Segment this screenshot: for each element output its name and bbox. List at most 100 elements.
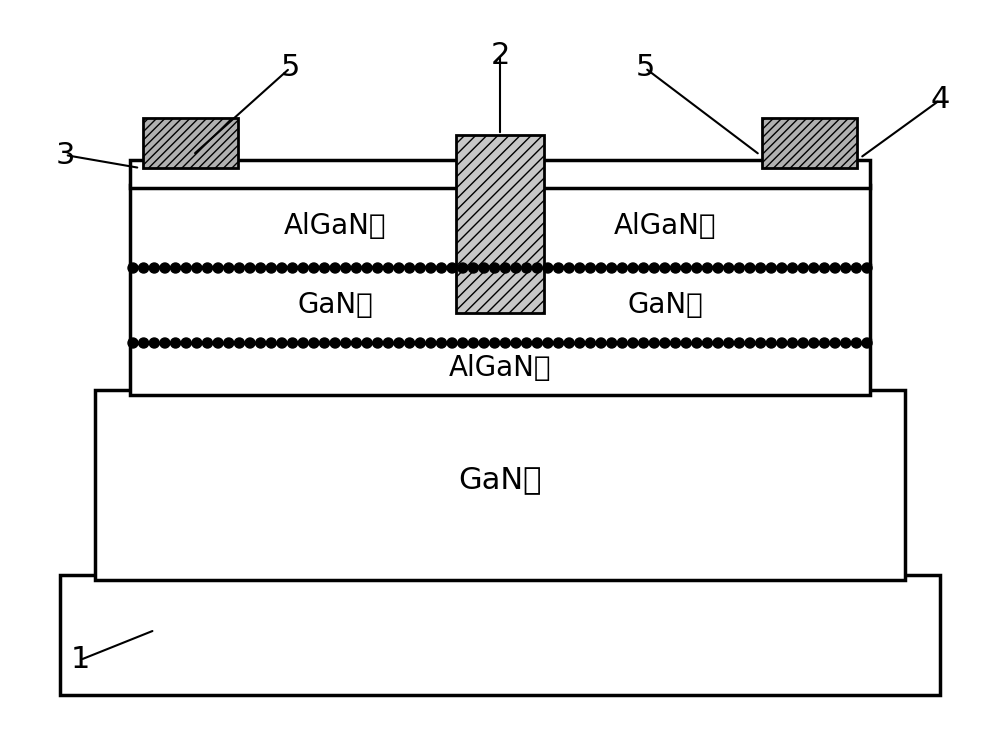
Circle shape bbox=[447, 263, 457, 273]
Text: 4: 4 bbox=[930, 85, 950, 114]
Circle shape bbox=[660, 263, 670, 273]
Circle shape bbox=[628, 338, 638, 348]
Circle shape bbox=[426, 338, 436, 348]
Circle shape bbox=[362, 263, 372, 273]
Circle shape bbox=[564, 263, 574, 273]
Circle shape bbox=[224, 263, 234, 273]
Circle shape bbox=[522, 338, 532, 348]
Circle shape bbox=[405, 338, 415, 348]
Circle shape bbox=[830, 338, 840, 348]
Circle shape bbox=[362, 338, 372, 348]
Circle shape bbox=[383, 263, 393, 273]
Circle shape bbox=[181, 263, 191, 273]
Circle shape bbox=[139, 338, 149, 348]
Circle shape bbox=[458, 263, 468, 273]
Circle shape bbox=[171, 263, 181, 273]
Circle shape bbox=[819, 263, 829, 273]
Bar bbox=[143, 118, 238, 168]
Circle shape bbox=[543, 263, 553, 273]
Circle shape bbox=[234, 338, 244, 348]
Circle shape bbox=[671, 338, 681, 348]
Circle shape bbox=[809, 338, 819, 348]
Circle shape bbox=[862, 263, 872, 273]
Circle shape bbox=[575, 263, 585, 273]
Circle shape bbox=[798, 263, 808, 273]
Circle shape bbox=[596, 263, 606, 273]
Circle shape bbox=[202, 338, 212, 348]
Circle shape bbox=[490, 263, 500, 273]
Circle shape bbox=[724, 263, 734, 273]
Circle shape bbox=[436, 263, 446, 273]
Circle shape bbox=[788, 263, 798, 273]
Circle shape bbox=[671, 263, 681, 273]
Circle shape bbox=[224, 338, 234, 348]
Circle shape bbox=[532, 338, 542, 348]
Circle shape bbox=[458, 338, 468, 348]
Circle shape bbox=[341, 338, 351, 348]
Circle shape bbox=[500, 338, 510, 348]
Circle shape bbox=[351, 338, 361, 348]
Circle shape bbox=[564, 338, 574, 348]
Circle shape bbox=[394, 263, 404, 273]
Circle shape bbox=[373, 263, 383, 273]
Bar bbox=[130, 160, 870, 188]
Circle shape bbox=[213, 263, 223, 273]
Circle shape bbox=[522, 263, 532, 273]
Circle shape bbox=[585, 338, 595, 348]
Circle shape bbox=[777, 263, 787, 273]
Circle shape bbox=[734, 338, 744, 348]
Text: AlGaN层: AlGaN层 bbox=[614, 212, 716, 240]
Circle shape bbox=[415, 338, 425, 348]
Bar bbox=[60, 575, 940, 695]
Circle shape bbox=[554, 338, 564, 348]
Circle shape bbox=[532, 263, 542, 273]
Circle shape bbox=[745, 338, 755, 348]
Circle shape bbox=[617, 263, 627, 273]
Circle shape bbox=[511, 338, 521, 348]
Circle shape bbox=[649, 338, 659, 348]
Circle shape bbox=[617, 338, 627, 348]
Circle shape bbox=[245, 338, 255, 348]
Circle shape bbox=[319, 263, 329, 273]
Circle shape bbox=[415, 263, 425, 273]
Circle shape bbox=[266, 338, 276, 348]
Circle shape bbox=[139, 263, 149, 273]
Circle shape bbox=[149, 263, 159, 273]
Circle shape bbox=[234, 263, 244, 273]
Circle shape bbox=[681, 263, 691, 273]
Circle shape bbox=[713, 263, 723, 273]
Circle shape bbox=[479, 338, 489, 348]
Circle shape bbox=[468, 263, 478, 273]
Circle shape bbox=[543, 338, 553, 348]
Circle shape bbox=[862, 338, 872, 348]
Circle shape bbox=[490, 338, 500, 348]
Circle shape bbox=[841, 338, 851, 348]
Circle shape bbox=[734, 263, 744, 273]
Circle shape bbox=[351, 263, 361, 273]
Circle shape bbox=[447, 338, 457, 348]
Circle shape bbox=[777, 338, 787, 348]
Circle shape bbox=[554, 263, 564, 273]
Circle shape bbox=[702, 338, 712, 348]
Circle shape bbox=[288, 338, 298, 348]
Circle shape bbox=[681, 338, 691, 348]
Circle shape bbox=[649, 263, 659, 273]
Circle shape bbox=[575, 338, 585, 348]
Circle shape bbox=[160, 263, 170, 273]
Circle shape bbox=[756, 338, 766, 348]
Text: 5: 5 bbox=[635, 53, 655, 82]
Circle shape bbox=[500, 263, 510, 273]
Circle shape bbox=[830, 263, 840, 273]
Circle shape bbox=[181, 338, 191, 348]
Circle shape bbox=[766, 338, 776, 348]
Text: 3: 3 bbox=[55, 140, 75, 169]
Circle shape bbox=[405, 263, 415, 273]
Circle shape bbox=[256, 263, 266, 273]
Circle shape bbox=[819, 338, 829, 348]
Circle shape bbox=[319, 338, 329, 348]
Circle shape bbox=[171, 338, 181, 348]
Circle shape bbox=[330, 338, 340, 348]
Circle shape bbox=[851, 263, 861, 273]
Text: GaN层: GaN层 bbox=[458, 465, 542, 494]
Circle shape bbox=[809, 263, 819, 273]
